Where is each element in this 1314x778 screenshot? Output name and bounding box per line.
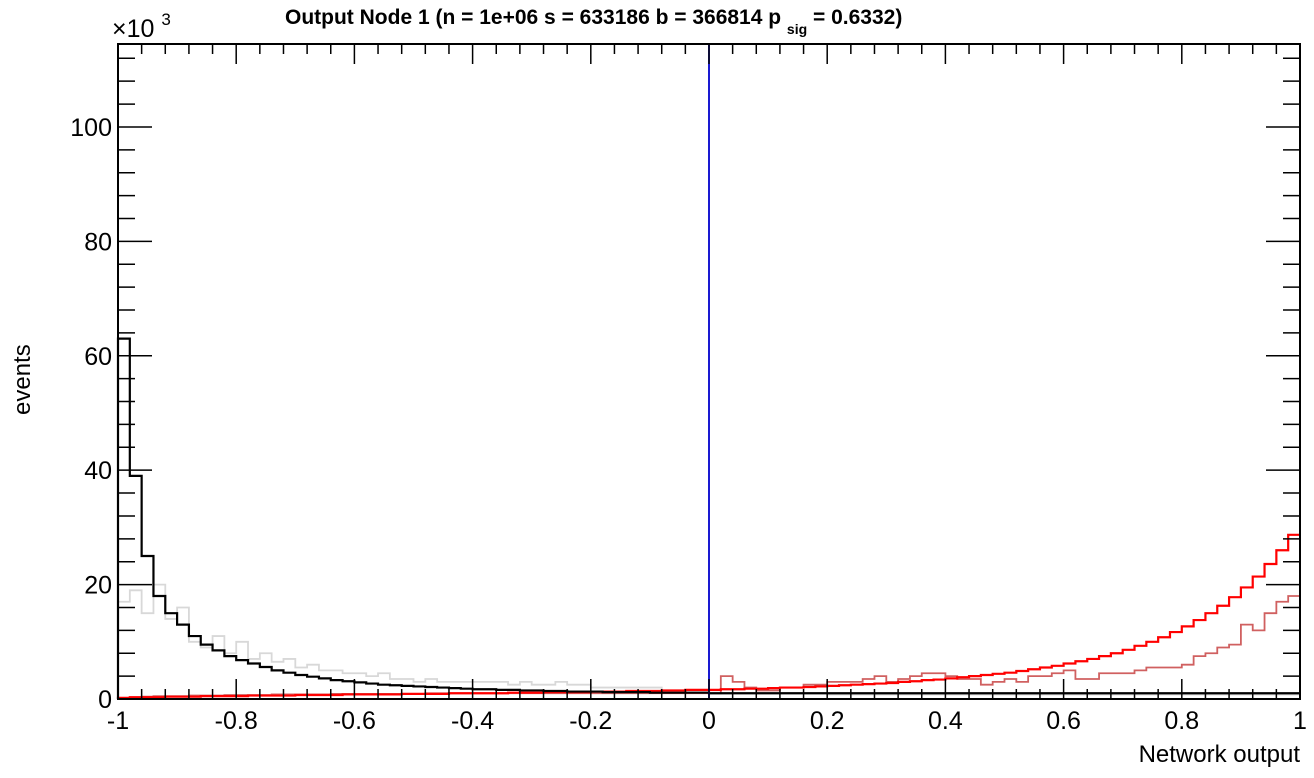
- chart-title-subscript: sig: [787, 21, 807, 37]
- plot-frame: [117, 43, 1301, 700]
- y-tick-label: 0: [98, 686, 112, 714]
- y-axis-ticks: 0 20 40 60 80 100: [70, 57, 1300, 714]
- y-tick-label: 80: [84, 228, 112, 256]
- chart-title: Output Node 1 (n = 1e+06 s = 633186 b = …: [285, 6, 902, 39]
- x-tick-label: 0.6: [1046, 707, 1081, 735]
- x-tick-label: -0.4: [451, 707, 494, 735]
- x-tick-label: 1: [1293, 707, 1307, 735]
- x-tick-label: -0.2: [569, 707, 612, 735]
- x-axis-ticks: -1 -0.8 -0.6 -0.4 -0.2 0 0.2 0.4 0.6 0.8 1: [107, 44, 1307, 735]
- series-line-0: [117, 583, 1300, 699]
- x-tick-label: 0.4: [928, 707, 963, 735]
- y-multiplier: ×10 3: [112, 10, 171, 43]
- x-tick-label: -0.8: [215, 707, 258, 735]
- x-tick-label: -0.6: [333, 707, 376, 735]
- x-tick-label: 0.2: [810, 707, 845, 735]
- y-tick-label: 40: [84, 457, 112, 485]
- chart-title-main: Output Node 1 (n = 1e+06 s = 633186 b = …: [285, 6, 781, 29]
- chart-title-tail: = 0.6332): [813, 6, 902, 29]
- x-tick-label: -1: [107, 707, 129, 735]
- x-axis-label: Network output: [1139, 741, 1301, 768]
- y-tick-label: 100: [70, 114, 112, 142]
- y-multiplier-exponent: 3: [161, 10, 170, 29]
- x-tick-label: 0.8: [1164, 707, 1199, 735]
- y-multiplier-base: ×10: [112, 15, 154, 43]
- y-axis-label: events: [9, 344, 36, 415]
- y-tick-label: 20: [84, 572, 112, 600]
- x-tick-label: 0: [702, 707, 716, 735]
- plot-area: [116, 44, 1300, 699]
- series-line-2: [116, 533, 1300, 699]
- y-tick-label: 60: [84, 343, 112, 371]
